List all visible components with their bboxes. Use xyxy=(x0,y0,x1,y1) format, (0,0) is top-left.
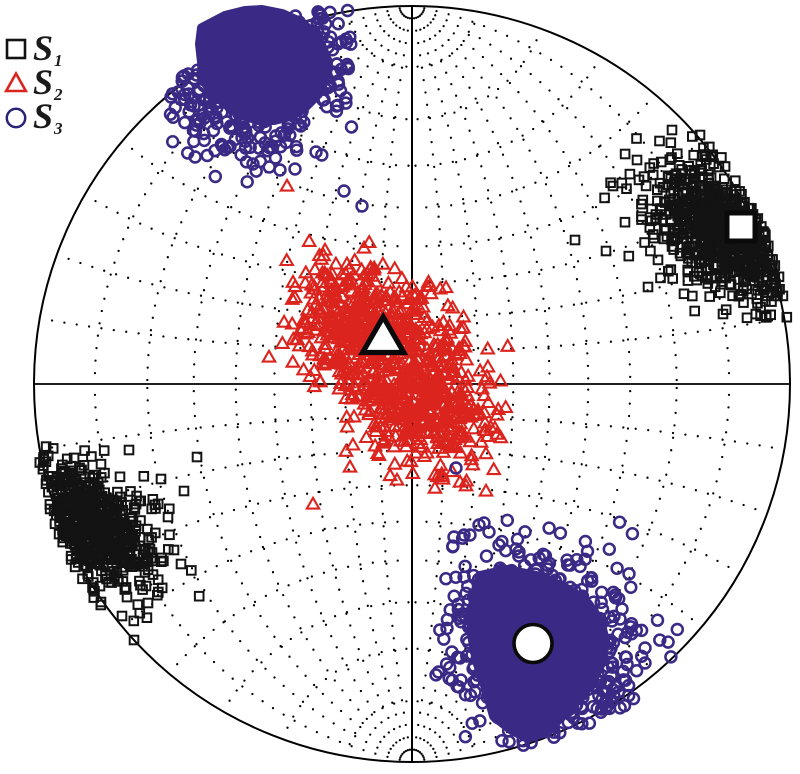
svg-text:1: 1 xyxy=(54,51,63,70)
svg-text:S: S xyxy=(33,28,53,68)
svg-text:S: S xyxy=(33,62,53,102)
svg-text:3: 3 xyxy=(53,119,63,138)
svg-text:S: S xyxy=(33,96,53,136)
svg-text:2: 2 xyxy=(53,85,63,104)
